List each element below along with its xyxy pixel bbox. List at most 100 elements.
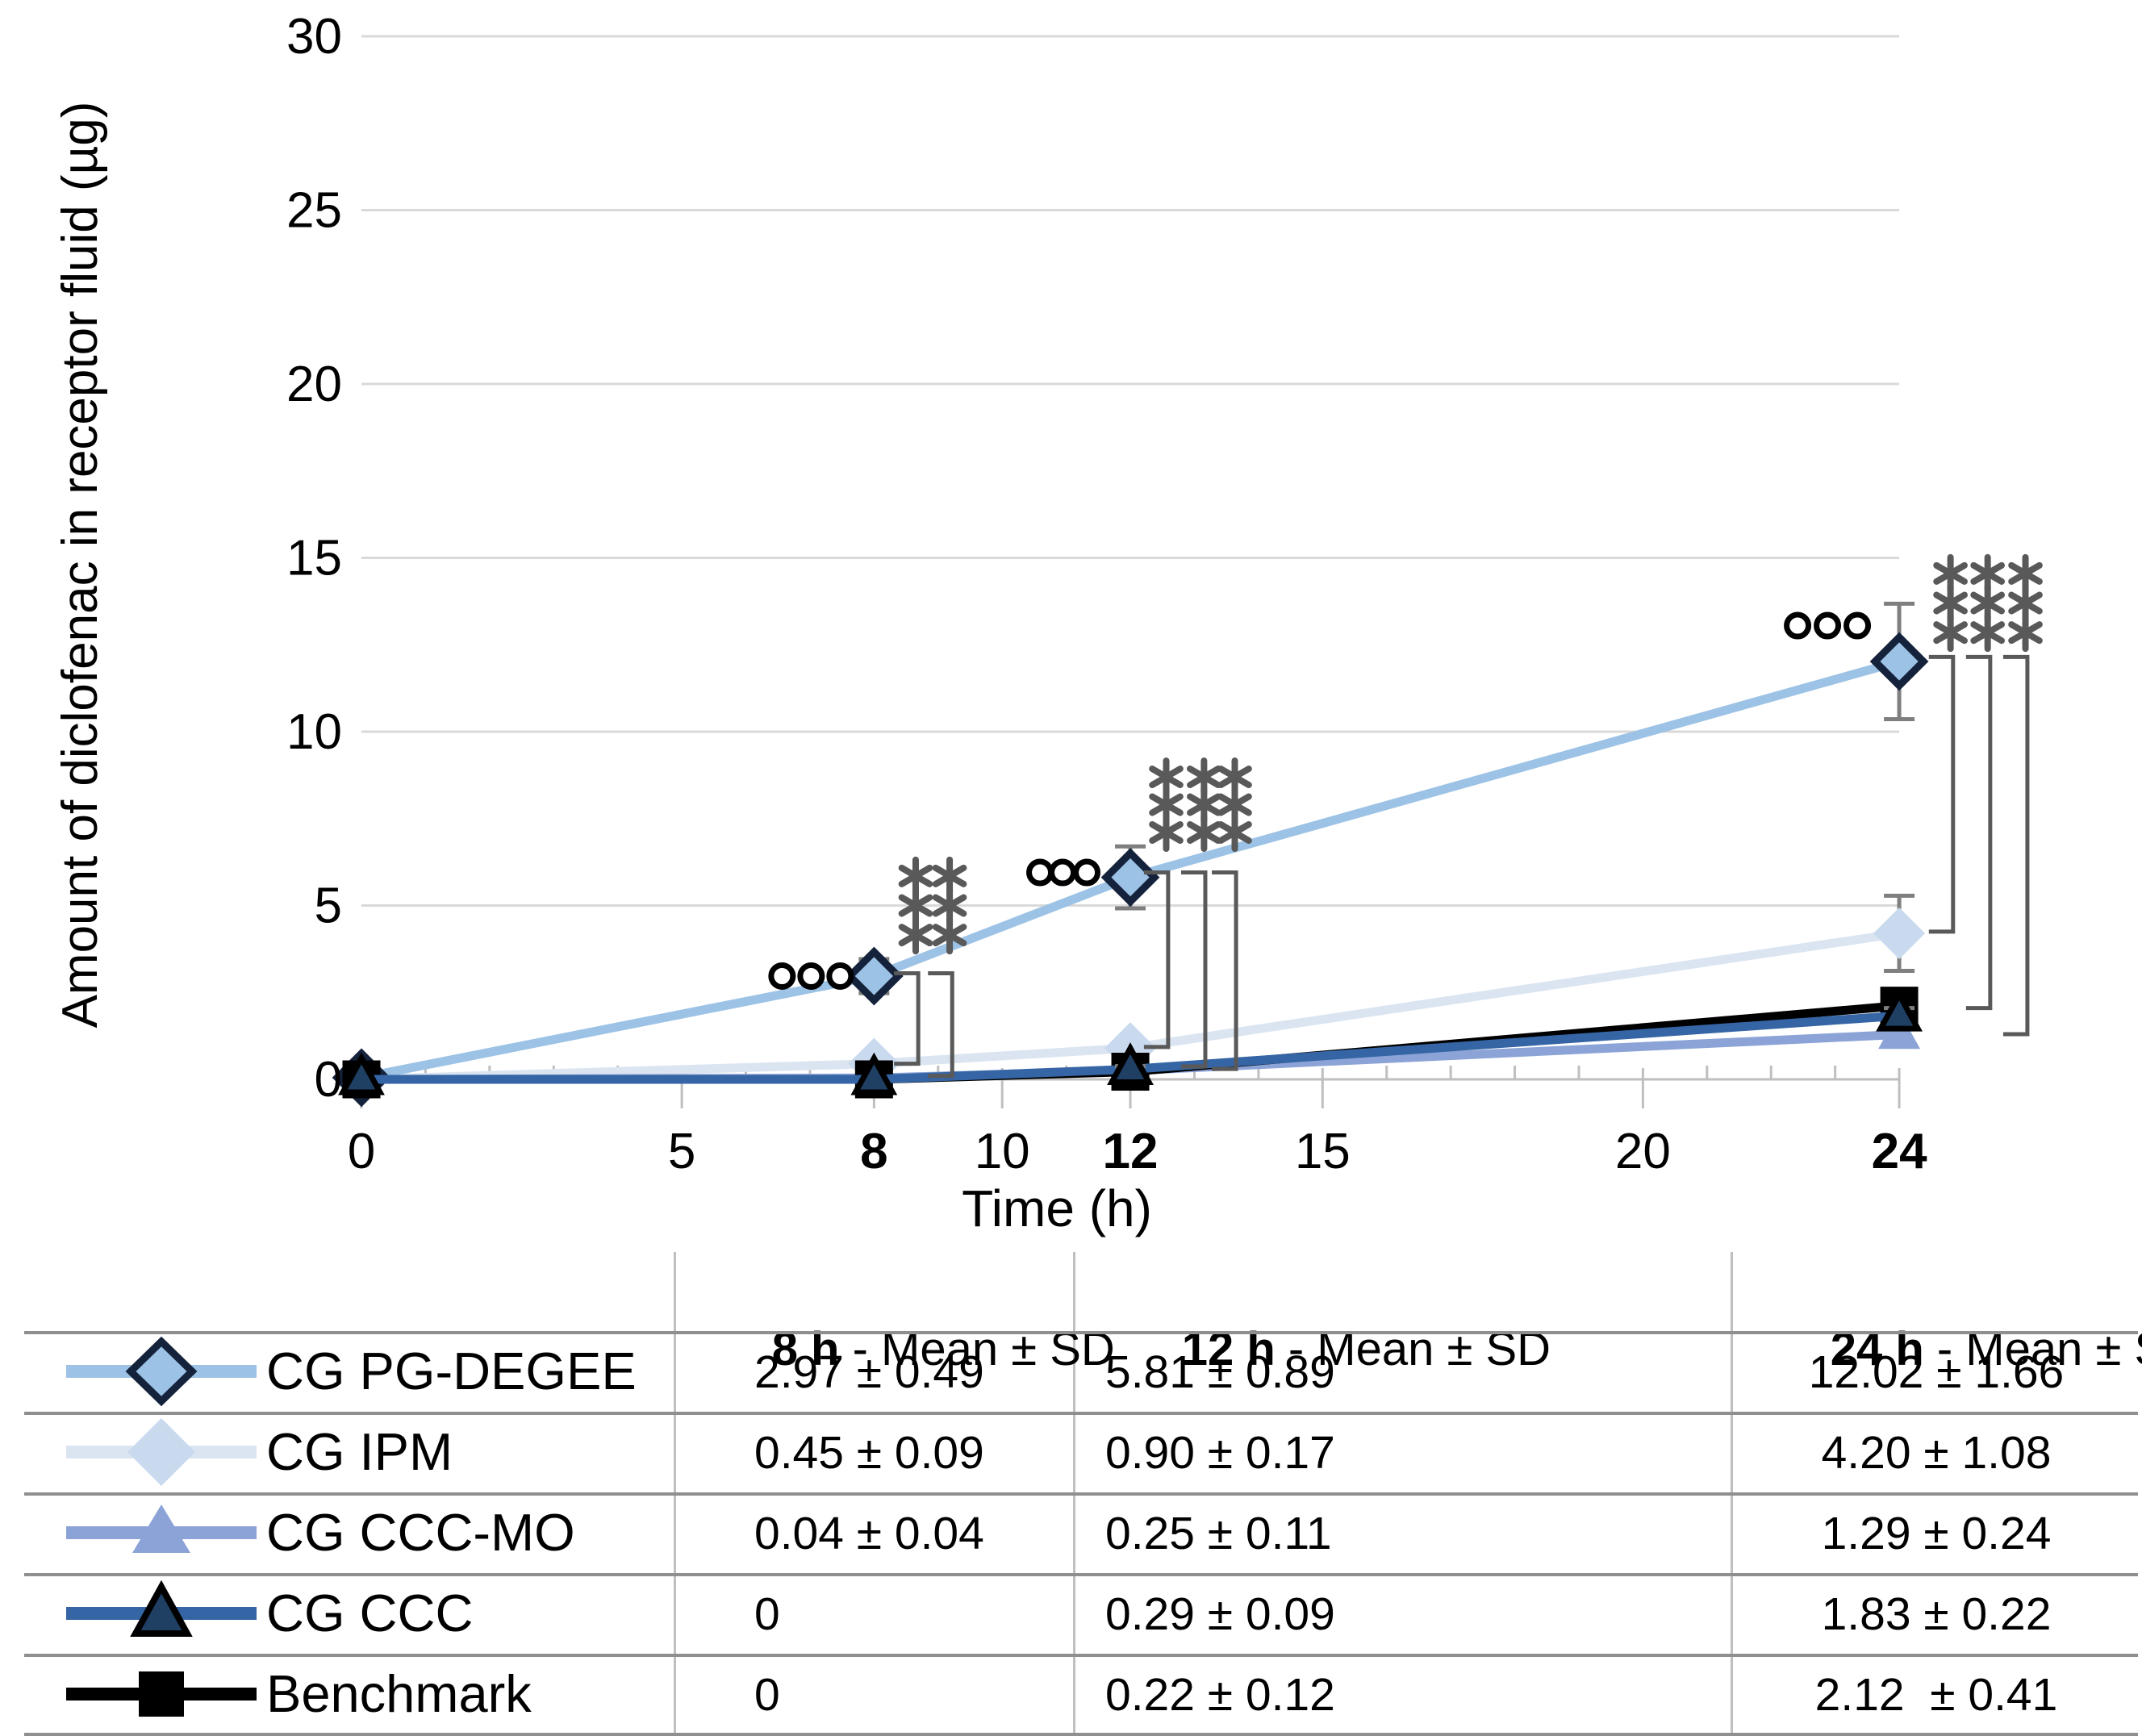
line-chart: 0 5 10 15 20 25 30 0 5 8 10 12 15 20 24 Time (h) Amount … bbox=[52, 9, 2043, 1237]
triangle-legend-icon bbox=[56, 1577, 266, 1650]
series-label: CG PG-DEGEE bbox=[266, 1342, 637, 1400]
asterisk-icon bbox=[1187, 793, 1221, 816]
significance-circle-icon bbox=[1843, 611, 1872, 640]
significance-circle-icon bbox=[1049, 858, 1077, 887]
series-label: CG CCC-MO bbox=[266, 1503, 575, 1562]
x-tick-label: 10 bbox=[975, 1124, 1030, 1179]
asterisk-icon bbox=[1933, 621, 1968, 645]
x-tick-label: 15 bbox=[1295, 1124, 1351, 1179]
asterisk-icon bbox=[898, 864, 933, 887]
value-cell-h12: 0.22 ± 0.12 bbox=[1105, 1669, 1335, 1721]
y-tick-label: 25 bbox=[286, 183, 342, 239]
asterisk-icon bbox=[932, 894, 967, 917]
marker-diamond-CG IPM bbox=[1873, 907, 1926, 959]
y-tick-label: 10 bbox=[286, 704, 342, 760]
significance-circle-icon bbox=[826, 962, 854, 990]
diamond-legend-icon bbox=[56, 1335, 266, 1408]
asterisk-icon bbox=[1970, 591, 2005, 615]
significance-circle-icon bbox=[1784, 611, 1812, 640]
comparison-bracket bbox=[894, 971, 921, 1066]
value-cell-h12: 0.29 ± 0.09 bbox=[1105, 1588, 1335, 1640]
significance-circle-icon bbox=[768, 962, 796, 990]
x-tick-label: 20 bbox=[1615, 1124, 1671, 1179]
x-tick-label: 12 bbox=[1103, 1124, 1159, 1179]
marker-diamond-CG PG-DEGEE bbox=[844, 946, 904, 1006]
x-tick-label: 24 bbox=[1872, 1124, 1927, 1179]
comparison-bracket bbox=[2002, 654, 2030, 1037]
comparison-bracket bbox=[1180, 870, 1208, 1069]
asterisk-icon bbox=[1149, 766, 1184, 789]
marker-triangle-CG CCC bbox=[850, 1052, 898, 1095]
value-cell-h8: 0.45 ± 0.09 bbox=[754, 1427, 984, 1479]
y-tick-label: 0 bbox=[315, 1052, 342, 1108]
asterisk-icon bbox=[1187, 820, 1221, 844]
square-legend-icon bbox=[56, 1658, 266, 1730]
asterisk-icon bbox=[1149, 820, 1184, 844]
x-tick-label: 0 bbox=[348, 1124, 375, 1179]
table-row-line bbox=[24, 1492, 2138, 1496]
value-cell-h8: 0 bbox=[754, 1588, 780, 1640]
value-cell-h24: 1.83 ± 0.22 bbox=[1821, 1588, 2052, 1640]
asterisk-icon bbox=[1970, 621, 2005, 645]
asterisk-icon bbox=[1187, 766, 1221, 789]
comparison-bracket bbox=[1143, 870, 1171, 1050]
y-tick-label: 15 bbox=[286, 531, 342, 586]
value-cell-h8: 0 bbox=[754, 1669, 780, 1721]
series-line-CG PG-DEGEE bbox=[360, 657, 1901, 1083]
comparison-bracket bbox=[1928, 654, 1956, 934]
table-row-line bbox=[24, 1654, 2138, 1657]
y-tick-label: 5 bbox=[315, 878, 342, 934]
x-tick-label: 5 bbox=[668, 1124, 695, 1179]
asterisk-icon bbox=[1970, 561, 2005, 585]
marker-triangle-CG CCC bbox=[338, 1052, 385, 1095]
asterisk-icon bbox=[898, 894, 933, 917]
value-cell-h8: 0.04 ± 0.04 bbox=[754, 1508, 984, 1559]
asterisk-icon bbox=[1149, 793, 1184, 816]
comparison-bracket bbox=[928, 971, 954, 1079]
series-label: CG CCC bbox=[266, 1584, 474, 1642]
marker-diamond-CG PG-DEGEE bbox=[1100, 848, 1160, 907]
value-cell-h24: 12.02 ± 1.66 bbox=[1808, 1346, 2065, 1398]
y-axis-title: Amount of diclofenac in receptor fluid (… bbox=[52, 102, 108, 1029]
asterisk-icon bbox=[2008, 621, 2043, 645]
series-line-CG IPM bbox=[361, 929, 1900, 1084]
table-row-line bbox=[24, 1733, 2138, 1736]
significance-circle-icon bbox=[797, 962, 825, 990]
series-line-CG CCC bbox=[361, 1011, 1900, 1084]
comparison-bracket bbox=[1965, 654, 1993, 1011]
asterisk-icon bbox=[1933, 591, 1968, 615]
asterisk-icon bbox=[932, 864, 967, 887]
asterisk-icon bbox=[1217, 793, 1252, 816]
asterisk-icon bbox=[1217, 820, 1252, 844]
value-cell-h12: 0.90 ± 0.17 bbox=[1105, 1427, 1335, 1479]
value-cell-h12: 0.25 ± 0.11 bbox=[1105, 1508, 1332, 1559]
asterisk-icon bbox=[1933, 561, 1968, 585]
marker-triangle-CG CCC bbox=[1876, 988, 1923, 1032]
value-cell-h24: 2.12 ± 0.41 bbox=[1814, 1669, 2058, 1721]
asterisk-icon bbox=[898, 924, 933, 947]
value-cell-h8: 2.97 ± 0.49 bbox=[754, 1346, 984, 1398]
series-label: CG IPM bbox=[266, 1422, 453, 1481]
significance-circle-icon bbox=[1073, 858, 1101, 887]
significance-circle-icon bbox=[1814, 611, 1842, 640]
significance-circle-icon bbox=[1026, 858, 1054, 887]
y-tick-label: 30 bbox=[286, 9, 342, 65]
asterisk-icon bbox=[2008, 591, 2043, 615]
asterisk-icon bbox=[932, 924, 967, 947]
table-row-line bbox=[24, 1412, 2138, 1415]
triangle-legend-icon bbox=[56, 1496, 266, 1569]
x-tick-label: 8 bbox=[860, 1124, 887, 1179]
table-row-line bbox=[24, 1573, 2138, 1576]
asterisk-icon bbox=[1217, 766, 1252, 789]
comparison-bracket bbox=[1212, 870, 1238, 1071]
diamond-legend-icon bbox=[56, 1416, 266, 1488]
value-cell-h24: 4.20 ± 1.08 bbox=[1821, 1427, 2052, 1479]
x-axis-title: Time (h) bbox=[962, 1179, 1152, 1237]
y-tick-label: 20 bbox=[286, 357, 342, 412]
table-row-line bbox=[24, 1331, 2138, 1334]
series-label: Benchmark bbox=[266, 1664, 532, 1723]
marker-diamond-CG PG-DEGEE bbox=[1869, 632, 1929, 691]
marker-triangle-CG CCC bbox=[1107, 1042, 1154, 1085]
value-cell-h24: 1.29 ± 0.24 bbox=[1821, 1508, 2052, 1559]
